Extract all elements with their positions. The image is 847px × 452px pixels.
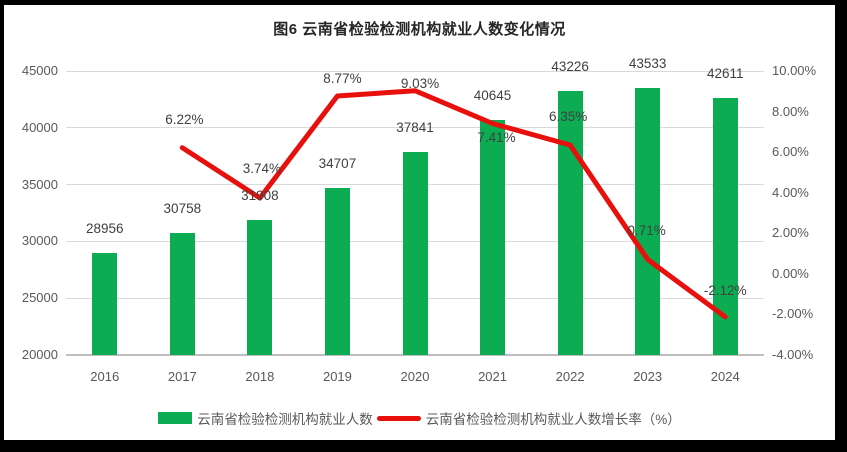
- legend-bar-swatch-icon: [158, 412, 193, 424]
- legend-line-swatch-icon: [376, 415, 421, 421]
- bar-value-label: 34707: [318, 155, 357, 171]
- growth-rate-line: [179, 88, 728, 320]
- x-axis-tick-label: 2016: [90, 369, 120, 384]
- legend-line-label: 云南省检验检测机构就业人数增长率（%）: [425, 412, 681, 427]
- legend-bar-label: 云南省检验检测机构就业人数: [197, 412, 373, 427]
- bar-value-label: 37841: [396, 120, 434, 136]
- x-axis-tick-label: 2022: [555, 369, 585, 384]
- bar-2021: [480, 120, 506, 355]
- bar-value-label: 40645: [473, 88, 512, 104]
- x-axis-line: [66, 354, 764, 356]
- bar-2022: [557, 91, 583, 355]
- x-axis-tick-label: 2020: [400, 369, 430, 384]
- bar-value-label: 42611: [706, 66, 744, 82]
- y-axis-tick-label: 35000: [21, 176, 58, 192]
- growth-rate-label: 3.74%: [242, 160, 282, 176]
- x-axis-tick-label: 2019: [322, 369, 352, 384]
- right-axis-tick-label: -4.00%: [772, 347, 814, 362]
- chart-title: 图6 云南省检验检测机构就业人数变化情况: [273, 21, 566, 38]
- y-axis-tick-label: 25000: [21, 290, 58, 306]
- right-axis-tick-label: 2.00%: [772, 225, 809, 241]
- y-axis-tick-label: 40000: [21, 119, 58, 135]
- bar-value-label: 43226: [551, 59, 589, 75]
- growth-rate-label: 6.35%: [548, 109, 588, 125]
- bar-2023: [635, 87, 661, 355]
- growth-rate-label: 7.41%: [477, 129, 516, 145]
- bar-2016: [92, 253, 118, 355]
- right-axis-tick-label: 10.00%: [772, 63, 817, 78]
- bar-2018: [247, 219, 273, 355]
- growth-rate-label: -2.12%: [703, 282, 747, 298]
- bar-2019: [324, 187, 350, 355]
- growth-line-layer: [179, 88, 728, 320]
- x-axis-tick-label: 2021: [478, 369, 507, 384]
- right-axis-tick-label: 4.00%: [772, 184, 809, 200]
- legend: 云南省检验检测机构就业人数 云南省检验检测机构就业人数增长率（%）: [4, 408, 835, 428]
- growth-rate-label: 9.03%: [400, 75, 440, 91]
- gridline: [66, 70, 764, 72]
- right-axis-tick-label: -2.00%: [772, 306, 814, 322]
- x-axis-tick-label: 2024: [710, 369, 740, 384]
- growth-rate-label: 0.71%: [627, 223, 666, 239]
- growth-rate-label: 8.77%: [323, 70, 362, 86]
- gridline: [66, 127, 764, 129]
- y-axis-tick-label: 45000: [21, 63, 58, 78]
- x-axis-tick-label: 2023: [633, 369, 663, 384]
- x-axis-tick-label: 2018: [245, 369, 275, 384]
- bar-value-label: 30758: [163, 200, 202, 216]
- x-axis-tick-label: 2017: [167, 369, 197, 384]
- data-labels-layer: 28956 30758 31908 34707 37841 40645 43226 43533…: [4, 5, 835, 440]
- growth-rate-label: 6.22%: [165, 111, 204, 127]
- bar-2017: [169, 232, 195, 355]
- bar-value-label: 28956: [85, 221, 124, 237]
- bars-layer: [4, 5, 835, 440]
- right-axis-tick-label: 6.00%: [772, 144, 809, 160]
- y-axis-tick-label: 20000: [21, 347, 58, 362]
- right-axis-tick-label: 8.00%: [772, 103, 809, 119]
- axis-ticks-layer: 45000 40000 35000 30000 25000 20000 10.00% 8.00…: [4, 5, 835, 440]
- bar-2020: [402, 152, 428, 355]
- bar-value-label: 43533: [628, 55, 667, 71]
- bar-value-label: 31908: [241, 187, 279, 203]
- y-axis-tick-label: 30000: [21, 233, 58, 249]
- right-axis-tick-label: 0.00%: [772, 265, 809, 281]
